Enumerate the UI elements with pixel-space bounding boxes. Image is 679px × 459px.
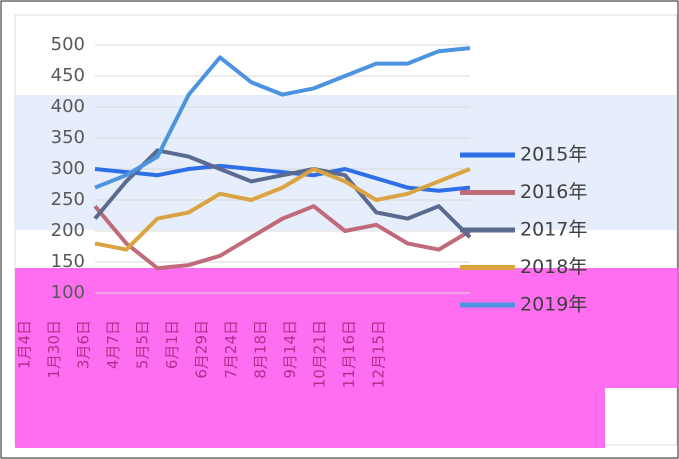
y-tick-label: 300: [51, 158, 85, 179]
legend-label: 2017年: [520, 219, 587, 241]
series-line: [94, 46, 471, 190]
x-tick-label: 8月18日: [252, 320, 270, 379]
legend-label: 2018年: [520, 256, 587, 278]
glitch-band: [15, 95, 677, 230]
x-tick-label: 7月24日: [222, 320, 240, 379]
x-tick-label: 3月6日: [75, 320, 93, 369]
x-tick-label: 12月15日: [370, 320, 388, 388]
series-line: [94, 167, 471, 252]
series-line: [93, 148, 472, 239]
x-tick-label: 1月4日: [16, 320, 34, 369]
series-line: [93, 204, 472, 271]
x-tick-label: 11月16日: [340, 320, 358, 388]
series-line: [94, 163, 471, 193]
y-tick-label: 150: [51, 251, 85, 272]
y-tick-label: 500: [51, 34, 85, 55]
y-tick-label: 400: [51, 96, 85, 117]
legend-label: 2019年: [520, 294, 587, 316]
glitch-band: [605, 268, 679, 388]
legend-label: 2016年: [520, 181, 587, 203]
x-tick-label: 9月14日: [281, 320, 299, 379]
y-tick-label: 350: [51, 127, 85, 148]
y-tick-label: 200: [51, 220, 85, 241]
glitch-band: [15, 268, 605, 448]
x-tick-label: 6月1日: [163, 320, 181, 369]
legend-label: 2015年: [520, 144, 587, 166]
x-tick-label: 1月30日: [45, 320, 63, 379]
x-tick-label: 6月29日: [193, 320, 211, 379]
x-tick-label: 10月21日: [311, 320, 329, 388]
y-tick-label: 100: [51, 282, 85, 303]
y-tick-label: 450: [51, 65, 85, 86]
x-tick-label: 5月5日: [134, 320, 152, 369]
x-tick-label: 4月7日: [104, 320, 122, 369]
y-tick-label: 250: [51, 189, 85, 210]
